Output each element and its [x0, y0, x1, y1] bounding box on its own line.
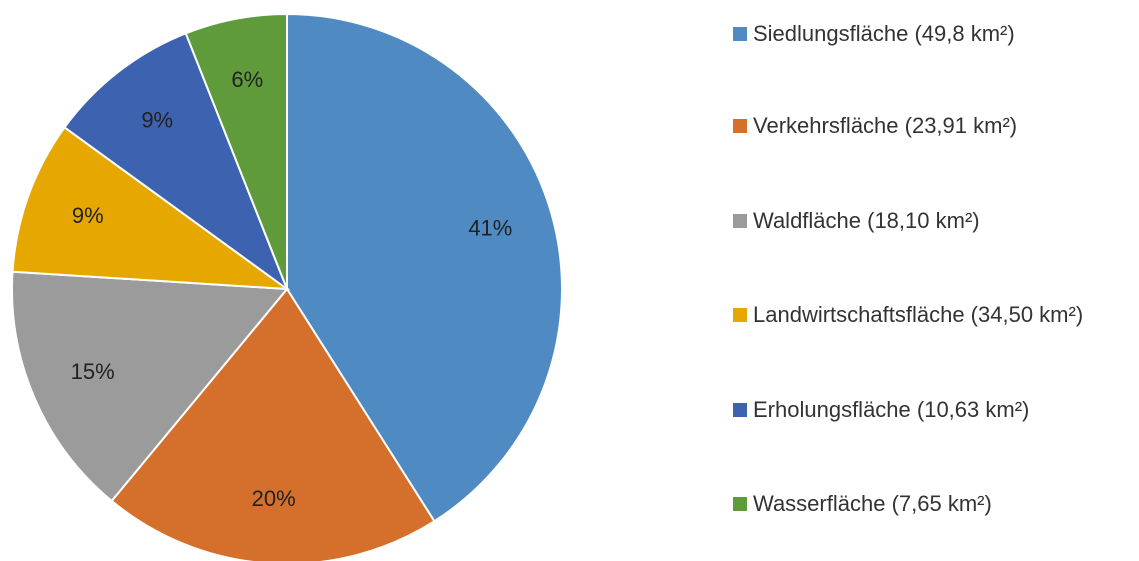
legend-swatch: [733, 403, 747, 417]
data-label: 6%: [231, 67, 263, 92]
legend-item: Verkehrsfläche (23,91 km²): [733, 108, 1133, 144]
legend-item: Erholungsfläche (10,63 km²): [733, 392, 1133, 428]
pie-slice: [63, 32, 290, 292]
legend-item: Siedlungsfläche (49,8 km²): [733, 16, 1133, 52]
legend-label: Wasserfläche (7,65 km²): [753, 491, 992, 516]
pie-slice: [11, 270, 290, 503]
legend-swatch: [733, 119, 747, 133]
pie: 41% 20% 15% 9% 9% 6%: [11, 12, 563, 561]
legend-swatch: [733, 308, 747, 322]
legend-item: Waldfläche (18,10 km²): [733, 203, 1133, 239]
pie-slice: [11, 125, 291, 291]
legend-label: Landwirtschaftsfläche (34,50 km²): [753, 302, 1084, 327]
pie-slice: [110, 287, 436, 561]
legend-swatch: [733, 27, 747, 41]
data-label: 20%: [252, 486, 296, 511]
pie-slice: [184, 12, 288, 290]
legend-item: Wasserfläche (7,65 km²): [733, 486, 1133, 522]
legend-label: Verkehrsfläche (23,91 km²): [753, 113, 1018, 138]
legend-swatch: [733, 214, 747, 228]
data-label: 41%: [468, 216, 512, 241]
pie-slice: [286, 12, 563, 523]
data-label: 15%: [71, 359, 115, 384]
legend-label: Erholungsfläche (10,63 km²): [753, 397, 1030, 422]
legend-item: Landwirtschaftsfläche (34,50 km²): [733, 297, 1133, 333]
data-label: 9%: [141, 107, 173, 132]
legend-label: Waldfläche (18,10 km²): [753, 208, 980, 233]
legend-label: Siedlungsfläche (49,8 km²): [753, 21, 1015, 46]
data-label: 9%: [72, 203, 104, 228]
legend-swatch: [733, 497, 747, 511]
